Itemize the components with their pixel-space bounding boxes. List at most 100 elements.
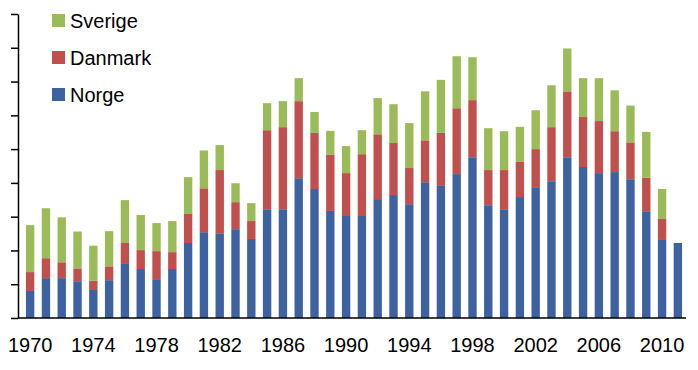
bar — [405, 204, 413, 318]
y-tick — [11, 48, 18, 49]
bar — [531, 149, 539, 188]
bar — [168, 269, 176, 318]
bar — [579, 117, 587, 167]
bar — [184, 177, 192, 214]
legend-swatch — [52, 88, 65, 101]
bar — [184, 243, 192, 318]
bar — [58, 262, 66, 278]
bar — [563, 157, 571, 318]
bar — [263, 209, 271, 318]
bar — [389, 195, 397, 318]
x-tick: 1998 — [450, 334, 495, 356]
x-tick: 1986 — [261, 334, 306, 356]
bar — [42, 208, 50, 258]
bar — [642, 132, 650, 178]
bar — [58, 217, 66, 262]
bar — [26, 225, 34, 272]
bar — [626, 179, 634, 318]
bar — [358, 130, 366, 154]
bar — [674, 243, 682, 318]
bar — [658, 240, 666, 318]
y-tick-mark — [11, 48, 18, 50]
bar — [516, 127, 524, 162]
bar — [547, 181, 555, 318]
bar — [579, 78, 587, 117]
x-tick: 1994 — [387, 334, 432, 356]
bar — [516, 162, 524, 197]
bar — [231, 229, 239, 318]
bar — [279, 127, 287, 209]
bar — [152, 279, 160, 318]
bar — [295, 178, 303, 318]
bar — [137, 269, 145, 318]
bar — [610, 172, 618, 318]
bar — [247, 203, 255, 221]
series-bars — [26, 157, 682, 318]
bar — [342, 173, 350, 216]
bar — [358, 216, 366, 318]
bar — [610, 131, 618, 172]
x-axis: 1970197419781982198619901994199820022006… — [8, 318, 686, 356]
bar — [468, 57, 476, 100]
x-tick-label: 1970 — [8, 334, 53, 356]
bar — [310, 189, 318, 318]
bar — [484, 128, 492, 170]
x-tick-label: 1974 — [71, 334, 116, 356]
x-tick: 1970 — [8, 334, 53, 356]
bar — [247, 239, 255, 318]
bar — [200, 188, 208, 232]
bar — [137, 250, 145, 269]
bar — [137, 215, 145, 250]
bar — [563, 48, 571, 91]
bar — [295, 78, 303, 101]
bar — [342, 216, 350, 318]
bar — [405, 123, 413, 168]
bar — [389, 104, 397, 143]
bar — [168, 221, 176, 252]
bar — [500, 210, 508, 318]
bar — [484, 205, 492, 318]
bar — [310, 112, 318, 133]
bar — [105, 266, 113, 280]
y-tick-mark — [11, 81, 18, 83]
x-axis-line — [18, 317, 686, 319]
bar — [279, 101, 287, 127]
x-tick-label: 2010 — [640, 334, 685, 356]
bar — [26, 272, 34, 291]
bar — [73, 281, 81, 318]
legend-swatch — [52, 51, 65, 64]
y-axis-line — [18, 15, 20, 319]
bar — [231, 183, 239, 202]
bar — [263, 103, 271, 130]
bar — [610, 90, 618, 131]
bar — [200, 150, 208, 188]
y-tick-mark — [11, 318, 18, 320]
bar — [152, 251, 160, 279]
bar — [374, 134, 382, 199]
bar — [152, 223, 160, 251]
bar — [547, 127, 555, 181]
bar — [531, 188, 539, 318]
x-tick-label: 1994 — [387, 334, 432, 356]
y-tick — [11, 217, 18, 218]
y-tick — [11, 318, 18, 319]
x-tick-label: 2006 — [577, 334, 622, 356]
y-tick-mark — [11, 14, 18, 16]
y-tick — [11, 115, 18, 116]
bar — [595, 78, 603, 121]
bar — [216, 234, 224, 318]
bar — [89, 281, 97, 290]
bar — [374, 98, 382, 134]
bar — [168, 252, 176, 269]
bar — [453, 174, 461, 318]
bar — [453, 108, 461, 174]
x-tick: 2002 — [513, 334, 558, 356]
bar — [42, 278, 50, 318]
x-tick: 1990 — [324, 334, 369, 356]
y-tick-mark — [11, 115, 18, 117]
bar — [216, 145, 224, 170]
bar — [531, 110, 539, 149]
bar — [263, 130, 271, 209]
bars — [26, 48, 682, 318]
bar — [626, 106, 634, 143]
